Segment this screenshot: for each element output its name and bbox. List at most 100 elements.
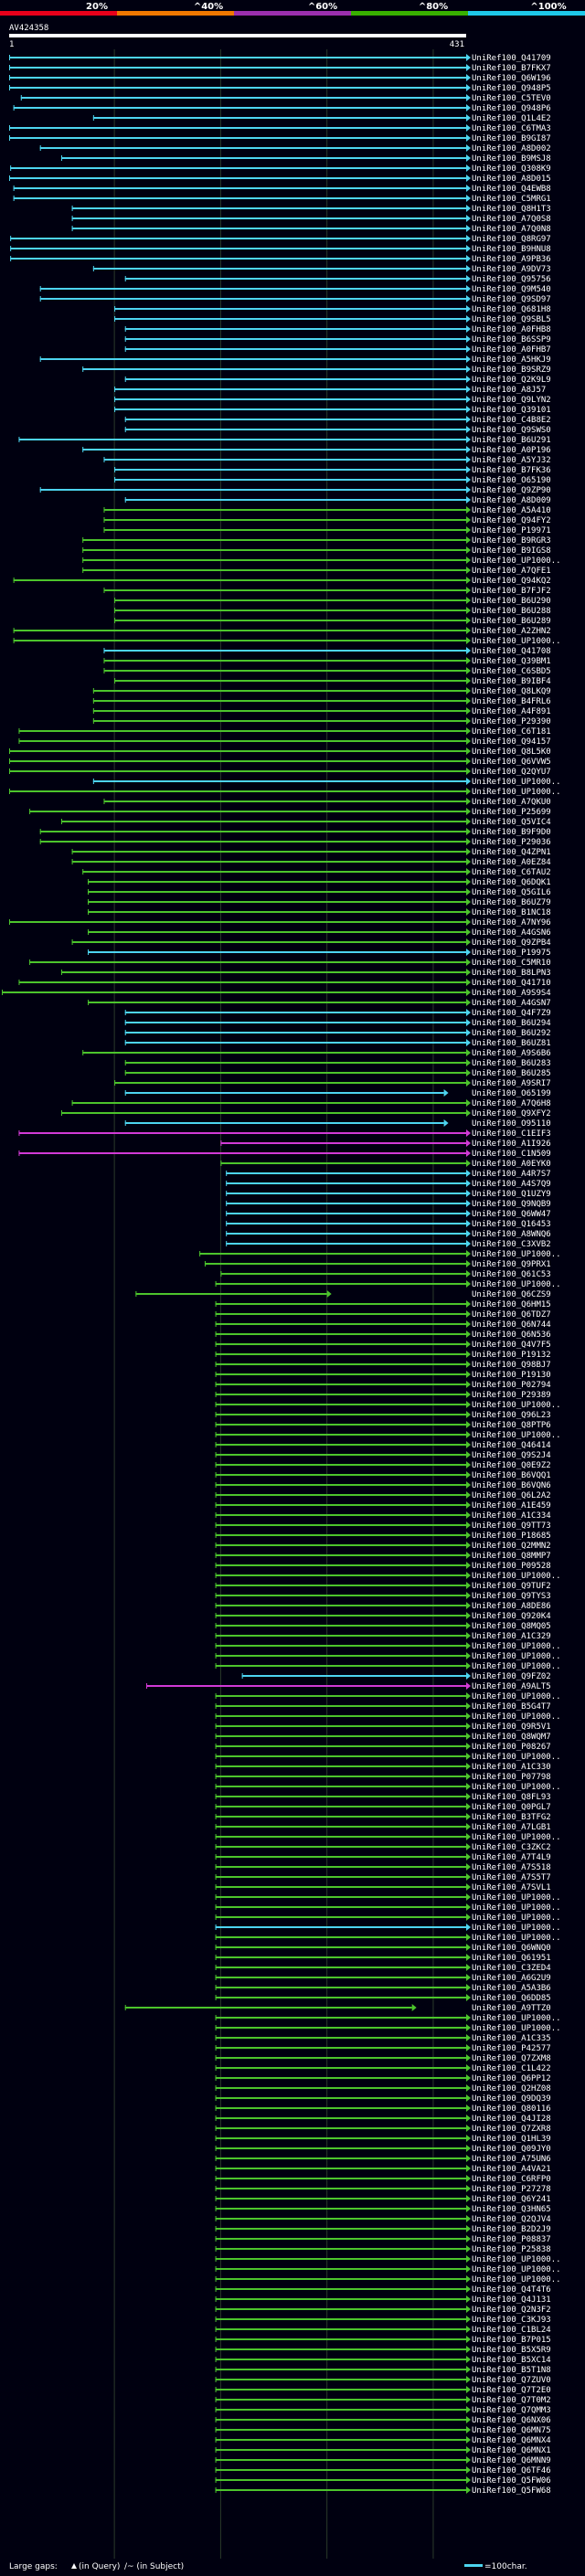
hit-bar[interactable] bbox=[9, 57, 466, 58]
hit-bar[interactable] bbox=[88, 881, 466, 883]
hit-row[interactable]: UniRef100_Q39101 bbox=[114, 406, 551, 415]
hit-row[interactable]: UniRef100_Q2QYU7 bbox=[9, 768, 551, 777]
hit-label[interactable]: UniRef100_Q8WQM7 bbox=[472, 1733, 551, 1742]
hit-bar[interactable] bbox=[220, 1273, 466, 1275]
hit-row[interactable]: UniRef100_B9RGR3 bbox=[82, 536, 551, 546]
hit-label[interactable]: UniRef100_Q41709 bbox=[472, 54, 551, 63]
hit-row[interactable]: UniRef100_UP1000.. bbox=[215, 1431, 561, 1440]
hit-label[interactable]: UniRef100_Q1L4E2 bbox=[472, 114, 551, 123]
hit-label[interactable]: UniRef100_Q9SWS0 bbox=[472, 426, 551, 435]
hit-row[interactable]: UniRef100_UP1000.. bbox=[215, 2265, 561, 2274]
hit-bar[interactable] bbox=[226, 1172, 467, 1174]
hit-label[interactable]: UniRef100_B6U291 bbox=[472, 436, 551, 445]
hit-row[interactable]: UniRef100_A0EYK0 bbox=[220, 1160, 551, 1169]
hit-label[interactable]: UniRef100_Q4F7Z9 bbox=[472, 1009, 551, 1018]
hit-row[interactable]: UniRef100_A0FHB7 bbox=[124, 345, 551, 355]
hit-row[interactable]: UniRef100_A4R7S7 bbox=[226, 1170, 551, 1179]
hit-label[interactable]: UniRef100_UP1000.. bbox=[472, 1572, 561, 1581]
hit-row[interactable]: UniRef100_A4F891 bbox=[92, 707, 551, 716]
hit-label[interactable]: UniRef100_B9IGS8 bbox=[472, 546, 551, 556]
hit-row[interactable]: UniRef100_Q4JI28 bbox=[215, 2115, 551, 2124]
hit-bar[interactable] bbox=[215, 1645, 466, 1647]
hit-label[interactable]: UniRef100_A9ALT5 bbox=[472, 1682, 551, 1691]
hit-row[interactable]: UniRef100_A7QKU0 bbox=[103, 798, 551, 807]
hit-label[interactable]: UniRef100_Q61951 bbox=[472, 1954, 551, 1963]
hit-bar[interactable] bbox=[39, 288, 466, 290]
hit-bar[interactable] bbox=[18, 981, 466, 983]
hit-label[interactable]: UniRef100_C4B8E2 bbox=[472, 416, 551, 425]
hit-bar[interactable] bbox=[215, 1926, 466, 1928]
hit-row[interactable]: UniRef100_B7FKX7 bbox=[9, 64, 551, 73]
hit-row[interactable]: UniRef100_A5YJ32 bbox=[103, 456, 551, 465]
hit-row[interactable]: UniRef100_Q8LKQ9 bbox=[92, 687, 551, 696]
hit-bar[interactable] bbox=[13, 107, 467, 109]
hit-label[interactable]: UniRef100_C3XVB2 bbox=[472, 1240, 551, 1249]
hit-label[interactable]: UniRef100_UP1000.. bbox=[472, 557, 561, 566]
hit-bar[interactable] bbox=[124, 378, 466, 380]
hit-row[interactable]: UniRef100_Q308K9 bbox=[10, 164, 551, 174]
hit-label[interactable]: UniRef100_Q920K4 bbox=[472, 1612, 551, 1621]
hit-label[interactable]: UniRef100_C6T181 bbox=[472, 727, 551, 737]
hit-bar[interactable] bbox=[215, 2107, 466, 2109]
hit-bar[interactable] bbox=[60, 971, 466, 973]
hit-row[interactable]: UniRef100_Q6MNN9 bbox=[215, 2456, 551, 2465]
hit-row[interactable]: UniRef100_UP1000.. bbox=[215, 2275, 561, 2284]
hit-bar[interactable] bbox=[220, 1142, 466, 1144]
hit-row[interactable]: UniRef100_Q09JY0 bbox=[215, 2145, 551, 2154]
hit-bar[interactable] bbox=[215, 2087, 466, 2089]
hit-row[interactable]: UniRef100_Q6TF46 bbox=[215, 2466, 551, 2475]
hit-label[interactable]: UniRef100_A6G2U9 bbox=[472, 1974, 551, 1983]
hit-bar[interactable] bbox=[88, 931, 466, 933]
hit-bar[interactable] bbox=[215, 2238, 466, 2240]
hit-row[interactable]: UniRef100_Q6Y241 bbox=[215, 2195, 551, 2204]
hit-bar[interactable] bbox=[215, 2047, 466, 2049]
hit-label[interactable]: UniRef100_Q8L5K0 bbox=[472, 747, 551, 757]
hit-bar[interactable] bbox=[215, 1946, 466, 1948]
hit-label[interactable]: UniRef100_A7Q6H8 bbox=[472, 1099, 551, 1108]
hit-bar[interactable] bbox=[215, 1595, 466, 1596]
hit-row[interactable]: UniRef100_B9IBF4 bbox=[114, 677, 551, 686]
hit-row[interactable]: UniRef100_A7T4L9 bbox=[215, 1853, 551, 1862]
hit-bar[interactable] bbox=[215, 1615, 466, 1617]
hit-row[interactable]: UniRef100_B6VQN6 bbox=[215, 1481, 551, 1490]
hit-bar[interactable] bbox=[135, 1293, 327, 1295]
hit-row[interactable]: UniRef100_Q7ZXR8 bbox=[215, 2125, 551, 2134]
hit-bar[interactable] bbox=[215, 1745, 466, 1747]
hit-row[interactable]: UniRef100_O65199 bbox=[124, 1089, 551, 1098]
hit-row[interactable]: UniRef100_Q95756 bbox=[124, 275, 551, 284]
hit-bar[interactable] bbox=[215, 1424, 466, 1426]
hit-label[interactable]: UniRef100_B6U289 bbox=[472, 617, 551, 626]
hit-bar[interactable] bbox=[71, 228, 467, 229]
hit-bar[interactable] bbox=[114, 620, 467, 621]
hit-row[interactable]: UniRef100_B5XC14 bbox=[215, 2356, 551, 2365]
hit-label[interactable]: UniRef100_UP1000.. bbox=[472, 1662, 561, 1671]
hit-label[interactable]: UniRef100_UP1000.. bbox=[472, 1924, 561, 1933]
hit-row[interactable]: UniRef100_B2D2J9 bbox=[215, 2225, 551, 2234]
hit-row[interactable]: UniRef100_B6U292 bbox=[124, 1029, 551, 1038]
hit-row[interactable]: UniRef100_UP1000.. bbox=[215, 2255, 561, 2264]
hit-row[interactable]: UniRef100_A4GSN7 bbox=[88, 999, 551, 1008]
hit-bar[interactable] bbox=[215, 1534, 466, 1536]
hit-label[interactable]: UniRef100_A4GSN7 bbox=[472, 999, 551, 1008]
hit-label[interactable]: UniRef100_B6U294 bbox=[472, 1019, 551, 1028]
hit-bar[interactable] bbox=[215, 1977, 466, 1978]
hit-row[interactable]: UniRef100_C3ZED4 bbox=[215, 1964, 551, 1973]
hit-row[interactable]: UniRef100_B9SRZ9 bbox=[82, 366, 551, 375]
hit-row[interactable]: UniRef100_UP1000.. bbox=[92, 778, 561, 787]
hit-label[interactable]: UniRef100_Q95756 bbox=[472, 275, 551, 284]
hit-bar[interactable] bbox=[215, 1474, 466, 1476]
hit-bar[interactable] bbox=[13, 579, 467, 581]
hit-row[interactable]: UniRef100_Q8L5K0 bbox=[9, 747, 551, 757]
hit-row[interactable]: UniRef100_Q4J131 bbox=[215, 2295, 551, 2305]
hit-bar[interactable] bbox=[215, 2479, 466, 2481]
hit-row[interactable]: UniRef100_Q8WQM7 bbox=[215, 1733, 551, 1742]
hit-label[interactable]: UniRef100_A9S9S4 bbox=[472, 989, 551, 998]
hit-row[interactable]: UniRef100_A9PB36 bbox=[10, 255, 551, 264]
hit-row[interactable]: UniRef100_Q9SBL5 bbox=[114, 315, 551, 324]
hit-bar[interactable] bbox=[215, 2258, 466, 2260]
hit-row[interactable]: UniRef100_C1EIF3 bbox=[18, 1129, 551, 1139]
hit-row[interactable]: UniRef100_P19130 bbox=[215, 1371, 551, 1380]
hit-label[interactable]: UniRef100_O95110 bbox=[472, 1119, 551, 1129]
hit-label[interactable]: UniRef100_Q7ZXR8 bbox=[472, 2125, 551, 2134]
hit-row[interactable]: UniRef100_Q6MNX4 bbox=[215, 2436, 551, 2445]
